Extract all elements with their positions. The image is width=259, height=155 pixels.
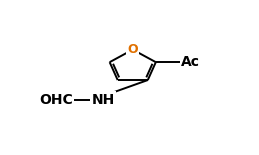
Text: Ac: Ac [181, 55, 200, 69]
Text: OHC: OHC [40, 93, 73, 106]
Text: NH: NH [92, 93, 115, 106]
Text: O: O [127, 43, 138, 56]
